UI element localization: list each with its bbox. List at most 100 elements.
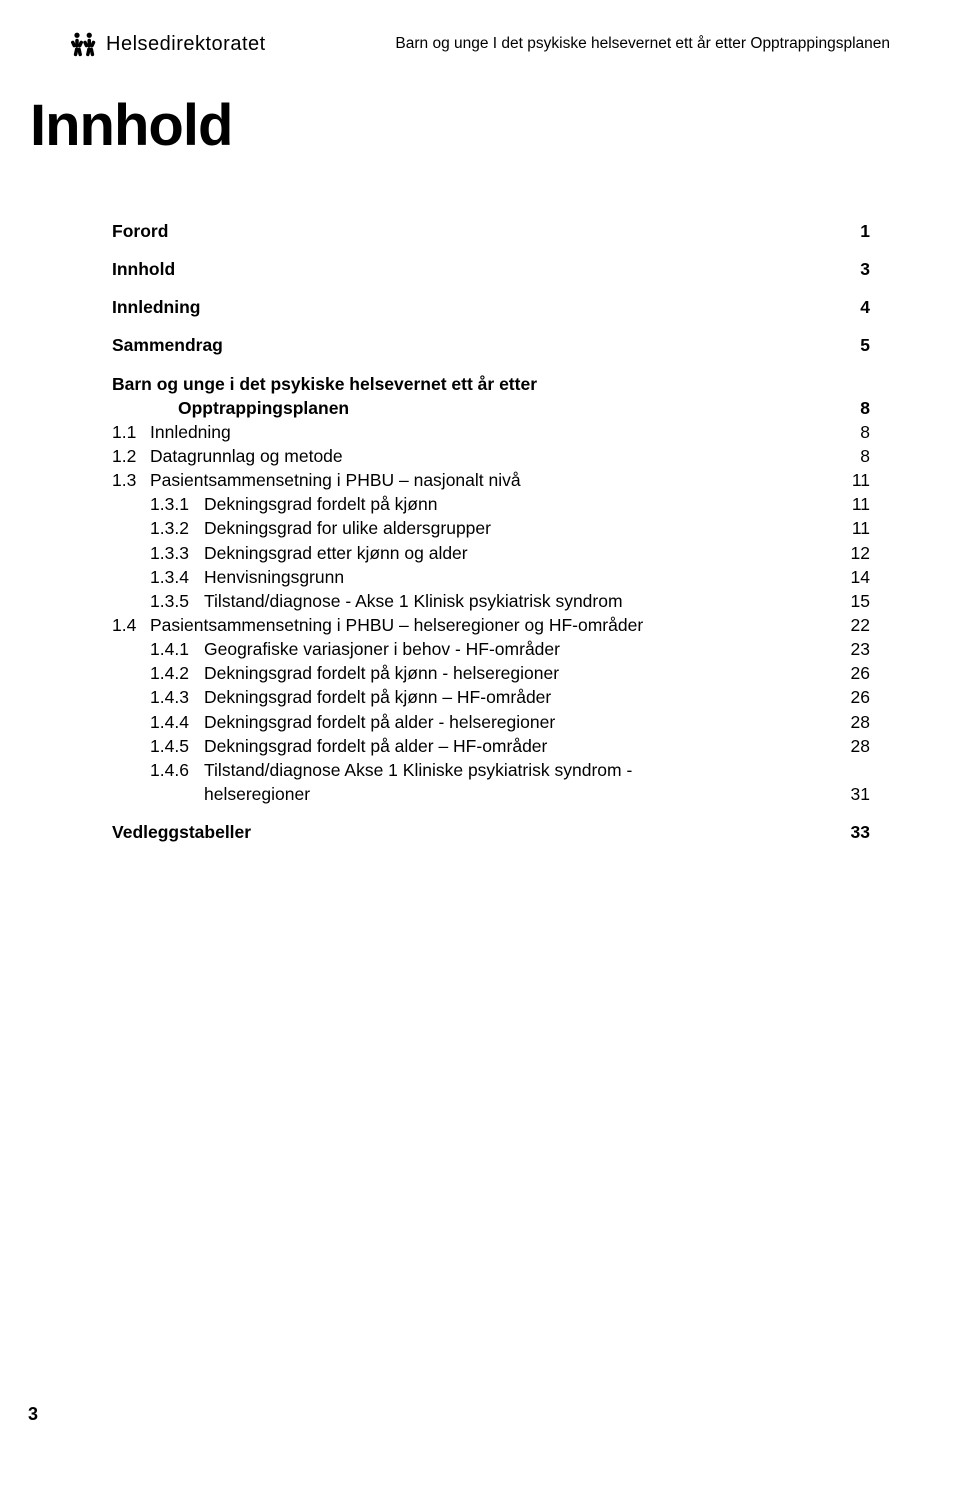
- toc-num: 1.3.1: [150, 492, 204, 516]
- toc-label: 1.3.2Dekningsgrad for ulike aldersgruppe…: [150, 516, 840, 540]
- toc-num: 1.4.6: [150, 758, 204, 782]
- toc-1-3-3: 1.3.3Dekningsgrad etter kjønn og alder 1…: [112, 541, 870, 565]
- toc-1-3-2: 1.3.2Dekningsgrad for ulike aldersgruppe…: [112, 516, 870, 540]
- toc-num: 1.3.5: [150, 589, 204, 613]
- toc-text: Dekningsgrad fordelt på kjønn: [204, 494, 437, 514]
- page-number: 3: [28, 1404, 890, 1425]
- toc-num: 1.1: [112, 420, 150, 444]
- toc-1-3-5: 1.3.5Tilstand/diagnose - Akse 1 Klinisk …: [112, 589, 870, 613]
- toc-page: 4: [840, 295, 870, 319]
- logo-block: Helsedirektoratet: [70, 30, 266, 58]
- page-title: Innhold: [30, 92, 890, 159]
- toc-page: 26: [840, 661, 870, 685]
- helsedirektoratet-logo-icon: [70, 30, 98, 58]
- toc-page: 8: [840, 444, 870, 468]
- toc-page: 14: [840, 565, 870, 589]
- toc-text: Dekningsgrad fordelt på alder – HF-områd…: [204, 736, 547, 756]
- toc-num: 1.4.4: [150, 710, 204, 734]
- toc-label: 1.4.4Dekningsgrad fordelt på alder - hel…: [150, 710, 840, 734]
- toc-1-1: 1.1Innledning 8: [112, 420, 870, 444]
- toc-1-3-1: 1.3.1Dekningsgrad fordelt på kjønn 11: [112, 492, 870, 516]
- toc-num: 1.3.2: [150, 516, 204, 540]
- toc-label: 1.4Pasientsammensetning i PHBU – helsere…: [112, 613, 840, 637]
- toc-1-4-4: 1.4.4Dekningsgrad fordelt på alder - hel…: [112, 710, 870, 734]
- logo-text: Helsedirektoratet: [106, 33, 266, 56]
- toc-page: 31: [840, 782, 870, 806]
- toc-text: Dekningsgrad fordelt på kjønn - helsereg…: [204, 663, 559, 683]
- toc-num: 1.3.3: [150, 541, 204, 565]
- toc-num: 1.4: [112, 613, 150, 637]
- toc-label: helseregioner: [204, 782, 840, 806]
- page-header: Helsedirektoratet Barn og unge I det psy…: [70, 30, 890, 58]
- toc-text: Henvisningsgrunn: [204, 567, 344, 587]
- header-caption: Barn og unge I det psykiske helsevernet …: [395, 35, 890, 53]
- toc-label: 1.3.4Henvisningsgrunn: [150, 565, 840, 589]
- toc-1-4-6-a: 1.4.6Tilstand/diagnose Akse 1 Kliniske p…: [112, 758, 870, 782]
- toc-page: 22: [840, 613, 870, 637]
- table-of-contents: Forord 1 Innhold 3 Innledning 4 Sammendr…: [112, 219, 870, 844]
- toc-label: Vedleggstabeller: [112, 820, 840, 844]
- toc-1-4-2: 1.4.2Dekningsgrad fordelt på kjønn - hel…: [112, 661, 870, 685]
- toc-vedlegg: Vedleggstabeller 33: [112, 820, 870, 844]
- toc-text: Pasientsammensetning i PHBU – helseregio…: [150, 615, 643, 635]
- toc-text: Dekningsgrad for ulike aldersgrupper: [204, 518, 491, 538]
- toc-page: 5: [840, 333, 870, 357]
- toc-label: 1.1Innledning: [112, 420, 840, 444]
- toc-page: 28: [840, 710, 870, 734]
- toc-1-4: 1.4Pasientsammensetning i PHBU – helsere…: [112, 613, 870, 637]
- toc-innledning: Innledning 4: [112, 295, 870, 319]
- toc-text: Tilstand/diagnose - Akse 1 Klinisk psyki…: [204, 591, 623, 611]
- toc-innhold: Innhold 3: [112, 257, 870, 281]
- toc-barn-line2: Opptrappingsplanen 8: [112, 396, 870, 420]
- toc-label: Barn og unge i det psykiske helsevernet …: [112, 372, 870, 396]
- toc-label: 1.4.3Dekningsgrad fordelt på kjønn – HF-…: [150, 685, 840, 709]
- toc-label: 1.4.1Geografiske variasjoner i behov - H…: [150, 637, 840, 661]
- toc-barn-line1: Barn og unge i det psykiske helsevernet …: [112, 372, 870, 396]
- toc-num: 1.3: [112, 468, 150, 492]
- toc-label: Forord: [112, 219, 840, 243]
- toc-page: 11: [840, 468, 870, 492]
- toc-1-4-1: 1.4.1Geografiske variasjoner i behov - H…: [112, 637, 870, 661]
- toc-label: Innledning: [112, 295, 840, 319]
- toc-label: 1.3Pasientsammensetning i PHBU – nasjona…: [112, 468, 840, 492]
- toc-text: Tilstand/diagnose Akse 1 Kliniske psykia…: [204, 760, 632, 780]
- toc-1-3: 1.3Pasientsammensetning i PHBU – nasjona…: [112, 468, 870, 492]
- toc-num: 1.4.5: [150, 734, 204, 758]
- toc-1-4-5: 1.4.5Dekningsgrad fordelt på alder – HF-…: [112, 734, 870, 758]
- toc-1-4-3: 1.4.3Dekningsgrad fordelt på kjønn – HF-…: [112, 685, 870, 709]
- toc-forord: Forord 1: [112, 219, 870, 243]
- toc-label: 1.3.5Tilstand/diagnose - Akse 1 Klinisk …: [150, 589, 840, 613]
- toc-label: Sammendrag: [112, 333, 840, 357]
- toc-page: 3: [840, 257, 870, 281]
- toc-label: 1.3.3Dekningsgrad etter kjønn og alder: [150, 541, 840, 565]
- toc-label: 1.4.5Dekningsgrad fordelt på alder – HF-…: [150, 734, 840, 758]
- toc-1-2: 1.2Datagrunnlag og metode 8: [112, 444, 870, 468]
- toc-text: Geografiske variasjoner i behov - HF-omr…: [204, 639, 560, 659]
- toc-page: 1: [840, 219, 870, 243]
- toc-page: 28: [840, 734, 870, 758]
- toc-text: Pasientsammensetning i PHBU – nasjonalt …: [150, 470, 521, 490]
- toc-page: 8: [840, 396, 870, 420]
- toc-sammendrag: Sammendrag 5: [112, 333, 870, 357]
- toc-text: Dekningsgrad fordelt på alder - helsereg…: [204, 712, 555, 732]
- toc-label: 1.2Datagrunnlag og metode: [112, 444, 840, 468]
- toc-page: 23: [840, 637, 870, 661]
- toc-page: 11: [840, 492, 870, 516]
- toc-num: 1.4.2: [150, 661, 204, 685]
- toc-label: 1.4.2Dekningsgrad fordelt på kjønn - hel…: [150, 661, 840, 685]
- toc-1-4-6-b: helseregioner 31: [112, 782, 870, 806]
- toc-num: 1.3.4: [150, 565, 204, 589]
- toc-page: 8: [840, 420, 870, 444]
- toc-label: 1.3.1Dekningsgrad fordelt på kjønn: [150, 492, 840, 516]
- toc-label: Opptrappingsplanen: [178, 396, 840, 420]
- toc-num: 1.2: [112, 444, 150, 468]
- toc-page: 15: [840, 589, 870, 613]
- toc-page: 11: [840, 516, 870, 540]
- toc-num: 1.4.1: [150, 637, 204, 661]
- toc-page: 12: [840, 541, 870, 565]
- toc-text: Datagrunnlag og metode: [150, 446, 343, 466]
- toc-text: Dekningsgrad fordelt på kjønn – HF-områd…: [204, 687, 551, 707]
- toc-text: Innledning: [150, 422, 231, 442]
- toc-1-3-4: 1.3.4Henvisningsgrunn 14: [112, 565, 870, 589]
- toc-page: 33: [840, 820, 870, 844]
